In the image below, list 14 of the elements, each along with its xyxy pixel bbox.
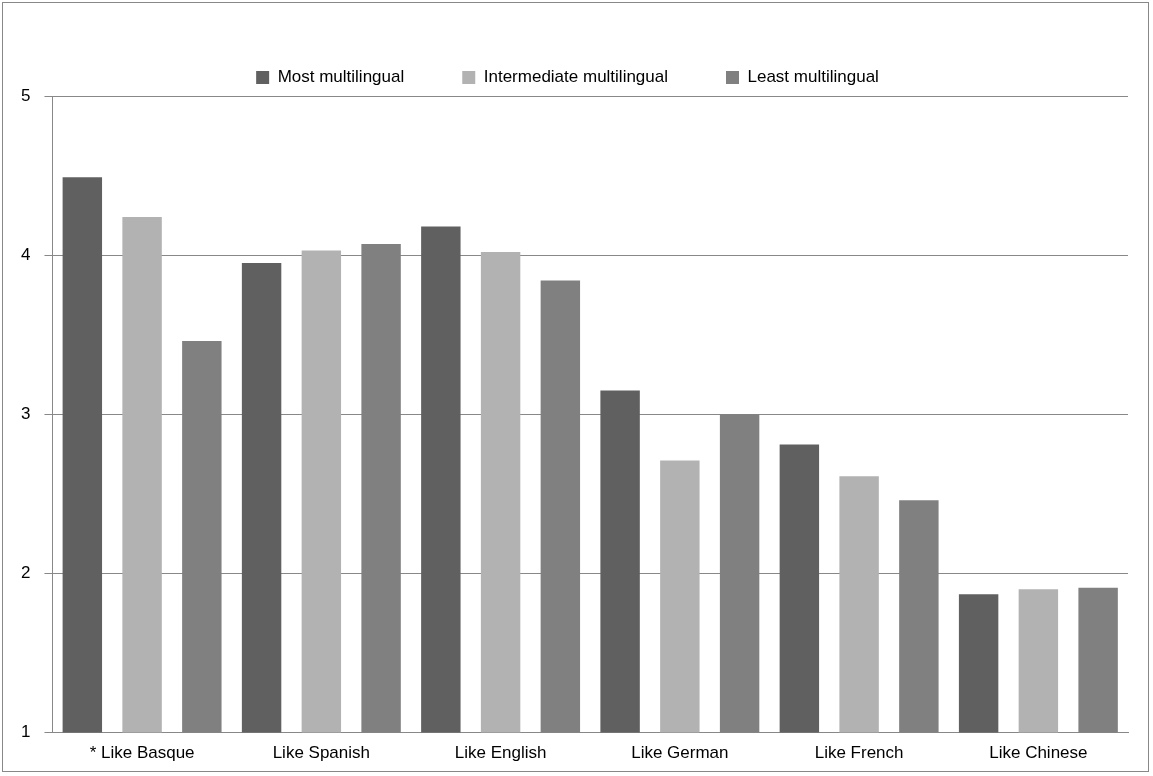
y-tick-label: 2 [20, 563, 31, 583]
x-tick-label: Like Spanish [272, 743, 371, 763]
y-tick-label: 1 [20, 722, 31, 742]
x-tick-label: Like English [454, 743, 547, 763]
x-tick-label: Like Chinese [989, 743, 1088, 763]
x-tick-label: Like French [814, 743, 904, 763]
legend-label: Most multilingual [277, 67, 405, 87]
legend-label: Least multilingual [747, 67, 879, 87]
y-tick-label: 5 [20, 85, 31, 105]
y-tick-label: 3 [20, 403, 31, 423]
x-tick-label: * Like Basque [89, 743, 195, 763]
y-tick-label: 4 [20, 244, 31, 264]
legend-label: Intermediate multilingual [483, 67, 669, 87]
x-tick-label: Like German [631, 743, 729, 763]
